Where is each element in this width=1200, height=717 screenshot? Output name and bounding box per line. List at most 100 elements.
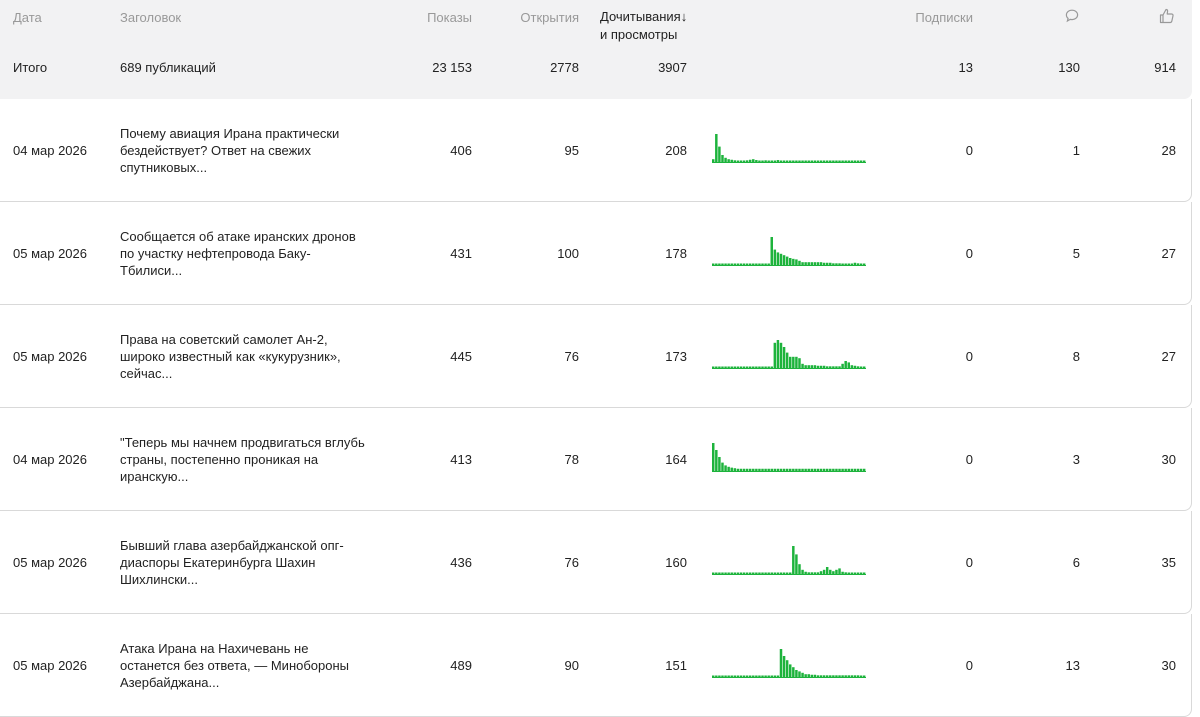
sparkline-bar <box>819 468 823 471</box>
sparkline-bar <box>724 465 727 471</box>
sparkline-bar <box>844 675 847 677</box>
sparkline-bar <box>807 468 810 471</box>
sparkline-bar <box>715 134 718 162</box>
row-opens: 78 <box>564 452 579 467</box>
row-title-link[interactable]: Сообщается об атаке иранских дронов по у… <box>120 229 356 278</box>
column-header-date[interactable]: Дата <box>13 10 42 25</box>
sparkline-bar <box>856 468 860 471</box>
sparkline-bar <box>819 675 823 677</box>
sparkline-bar <box>844 361 847 368</box>
table-header: Дата Заголовок Показы Открытия Дочитыван… <box>0 0 1192 99</box>
sparkline-chart <box>712 134 866 163</box>
sparkline-bar <box>761 468 764 471</box>
sparkline-bar <box>835 675 838 677</box>
row-title-link[interactable]: Почему авиация Ирана практически бездейс… <box>120 126 340 175</box>
column-header-likes[interactable] <box>1120 7 1176 25</box>
sparkline-bar <box>770 160 773 162</box>
sparkline-bar <box>779 468 783 471</box>
sparkline-baseline <box>712 471 866 472</box>
sparkline-bar <box>758 366 761 368</box>
sparkline-bar <box>841 160 844 162</box>
sparkline-bar <box>773 572 777 574</box>
sparkline-bar <box>798 160 801 162</box>
row-title-link[interactable]: Бывший глава азербайджанской опг-диаспор… <box>120 538 344 587</box>
column-header-opens[interactable]: Открытия <box>520 10 579 25</box>
sparkline-bar <box>829 262 832 265</box>
sparkline-bar <box>748 675 752 677</box>
table-row[interactable]: 05 мар 2026 Права на советский самолет А… <box>0 305 1192 408</box>
sparkline-bar <box>813 674 817 677</box>
row-opens: 76 <box>564 349 579 364</box>
sparkline-bar <box>798 358 801 368</box>
row-title-link[interactable]: "Теперь мы начнем продвигаться вглубь ст… <box>120 435 365 484</box>
sparkline-bar <box>850 572 854 574</box>
sparkline-bar <box>715 450 718 471</box>
sparkline-bar <box>727 366 730 368</box>
sparkline-bar <box>755 675 758 677</box>
table-row[interactable]: 04 мар 2026 "Теперь мы начнем продвигать… <box>0 408 1192 511</box>
sparkline-bar <box>764 675 767 677</box>
sparkline-bar <box>832 468 835 471</box>
sparkline-bar <box>736 572 740 574</box>
sparkline-bar <box>733 263 737 265</box>
sparkline-bar <box>807 674 810 677</box>
sparkline-bar <box>727 675 730 677</box>
sparkline-bar <box>795 554 798 574</box>
sparkline-bar <box>755 160 758 162</box>
sparkline-bar <box>761 675 764 677</box>
column-header-comments[interactable] <box>1020 8 1080 24</box>
sparkline-bar <box>789 572 792 574</box>
column-header-title[interactable]: Заголовок <box>120 10 182 25</box>
sparkline-bar <box>838 366 841 368</box>
sparkline-bar <box>712 366 715 368</box>
table-row[interactable]: 05 мар 2026 Атака Ирана на Нахичевань не… <box>0 614 1192 717</box>
row-reads: 208 <box>665 143 687 158</box>
column-header-subscriptions[interactable]: Подписки <box>915 10 973 25</box>
column-header-reads[interactable]: Дочитывания↓ и просмотры <box>600 8 700 44</box>
row-reads: 173 <box>665 349 687 364</box>
row-reads: 151 <box>665 658 687 673</box>
row-comments: 13 <box>1065 658 1080 673</box>
sparkline-bar <box>850 468 854 471</box>
table-row[interactable]: 05 мар 2026 Сообщается об атаке иранских… <box>0 202 1192 305</box>
row-title-link[interactable]: Права на советский самолет Ан-2, широко … <box>120 332 341 381</box>
sparkline-bar <box>745 366 749 368</box>
sparkline-bar <box>761 160 764 162</box>
sparkline-bar <box>862 675 866 677</box>
row-likes: 30 <box>1161 452 1176 467</box>
table-row[interactable]: 05 мар 2026 Бывший глава азербайджанской… <box>0 511 1192 614</box>
column-header-views[interactable]: Показы <box>427 10 472 25</box>
row-date: 04 мар 2026 <box>13 143 88 158</box>
sparkline-bar <box>829 569 832 574</box>
table-row[interactable]: 04 мар 2026 Почему авиация Ирана практич… <box>0 99 1192 202</box>
sparkline-bar <box>801 363 804 368</box>
table-body: 04 мар 2026 Почему авиация Ирана практич… <box>0 99 1192 717</box>
row-date: 04 мар 2026 <box>13 452 88 467</box>
sparkline-bar <box>816 160 820 162</box>
sparkline-bar <box>724 263 727 265</box>
sparkline-bar <box>764 468 767 471</box>
sparkline-bar <box>859 572 863 574</box>
sparkline-bar <box>862 468 866 471</box>
sparkline-bar <box>819 365 823 368</box>
sparkline-bar <box>832 160 835 162</box>
sparkline-bar <box>748 468 752 471</box>
row-likes: 30 <box>1161 658 1176 673</box>
sparkline-bar <box>724 675 727 677</box>
sparkline-bar <box>767 468 770 471</box>
row-opens: 90 <box>564 658 579 673</box>
row-title-link[interactable]: Атака Ирана на Нахичевань не останется б… <box>120 641 350 690</box>
sparkline-bar <box>841 571 844 574</box>
sparkline-bar <box>810 572 814 574</box>
sparkline-bar <box>745 675 749 677</box>
sparkline-bar <box>789 160 792 162</box>
sparkline-bar <box>785 660 789 677</box>
totals-views: 23 153 <box>432 60 472 75</box>
sparkline-bar <box>739 468 743 471</box>
sparkline-bar <box>789 258 792 265</box>
sparkline-bar <box>825 366 829 368</box>
sparkline-bar <box>798 260 801 265</box>
row-subscriptions: 0 <box>965 452 973 467</box>
sparkline-bar <box>736 675 740 677</box>
sparkline-bar <box>770 366 773 368</box>
